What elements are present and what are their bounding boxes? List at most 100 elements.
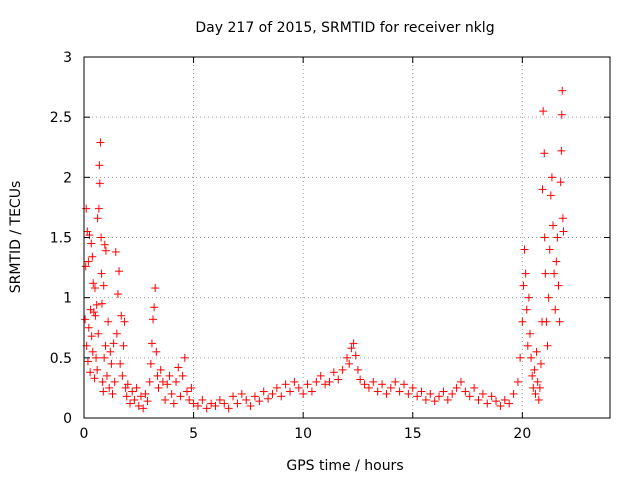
data-point (399, 380, 408, 389)
data-point (224, 404, 233, 413)
data-point (163, 380, 172, 389)
data-point (237, 389, 246, 398)
data-point (185, 395, 194, 404)
data-point (549, 221, 558, 230)
data-point (183, 387, 192, 396)
data-point (321, 380, 330, 389)
data-point (543, 341, 552, 350)
data-point (91, 311, 100, 320)
data-point (518, 317, 527, 326)
data-point (435, 392, 444, 401)
data-point (84, 323, 93, 332)
data-point (145, 377, 154, 386)
data-point (153, 371, 162, 380)
data-point (207, 399, 216, 408)
data-point (559, 227, 568, 236)
data-point (483, 399, 492, 408)
y-tick-label: 3 (63, 50, 72, 66)
x-tick-label: 20 (513, 426, 531, 442)
data-point (539, 107, 548, 116)
data-point (101, 246, 110, 255)
data-point (554, 281, 563, 290)
data-point (546, 191, 555, 200)
data-point (555, 317, 564, 326)
data-point (404, 389, 413, 398)
data-point (149, 315, 158, 324)
data-point (532, 347, 541, 356)
data-point (281, 380, 290, 389)
data-point (547, 173, 556, 182)
data-point (426, 389, 435, 398)
data-point (299, 389, 308, 398)
data-point (90, 374, 99, 383)
data-point (115, 267, 124, 276)
y-axis-label: SRMTID / TECUs (8, 181, 24, 294)
data-point (154, 383, 163, 392)
data-point (356, 375, 365, 384)
data-point (107, 359, 116, 368)
data-point (104, 317, 113, 326)
data-point (84, 257, 93, 266)
data-point (526, 329, 535, 338)
data-point (123, 380, 132, 389)
data-point (87, 239, 96, 248)
data-point (487, 392, 496, 401)
x-axis-label: GPS time / hours (286, 458, 403, 474)
data-point (105, 383, 114, 392)
data-point (312, 377, 321, 386)
data-point (552, 257, 561, 266)
data-point (528, 371, 537, 380)
tick-labels: 0 5 10 15 20 0 0.5 1 1.5 2 2.5 3 (50, 50, 532, 442)
data-point (242, 395, 251, 404)
data-point (141, 389, 150, 398)
data-point (439, 387, 448, 396)
x-tick-label: 15 (404, 426, 422, 442)
data-point (198, 395, 207, 404)
data-point (378, 380, 387, 389)
data-point (329, 368, 338, 377)
data-point (120, 317, 129, 326)
data-point (193, 401, 202, 410)
data-point (89, 308, 98, 317)
data-point (88, 347, 97, 356)
data-point (556, 178, 565, 187)
data-point (94, 329, 103, 338)
data-point (97, 233, 106, 242)
data-point (156, 365, 165, 374)
data-point (551, 305, 560, 314)
data-point (303, 380, 312, 389)
data-point (187, 383, 196, 392)
data-point (351, 351, 360, 360)
data-point (557, 146, 566, 155)
data-point (96, 138, 105, 147)
data-point (268, 389, 277, 398)
data-point (478, 389, 487, 398)
axes (83, 56, 611, 419)
data-point (180, 353, 189, 362)
data-points (81, 86, 568, 413)
data-point (540, 149, 549, 158)
data-point (395, 387, 404, 396)
data-point (544, 293, 553, 302)
data-point (100, 240, 109, 249)
y-tick-label: 1.5 (50, 231, 72, 247)
data-point (167, 389, 176, 398)
data-point (349, 339, 358, 348)
data-point (550, 269, 559, 278)
data-point (360, 380, 369, 389)
data-point (106, 347, 115, 356)
data-point (369, 377, 378, 386)
data-point (443, 395, 452, 404)
data-point (112, 329, 121, 338)
data-point (146, 359, 155, 368)
data-point (152, 347, 161, 356)
data-point (553, 233, 562, 242)
data-point (169, 399, 178, 408)
data-point (92, 300, 101, 309)
data-point (111, 247, 120, 256)
data-point (307, 387, 316, 396)
data-point (89, 279, 98, 288)
data-point (220, 399, 229, 408)
data-point (540, 233, 549, 242)
data-point (97, 299, 106, 308)
